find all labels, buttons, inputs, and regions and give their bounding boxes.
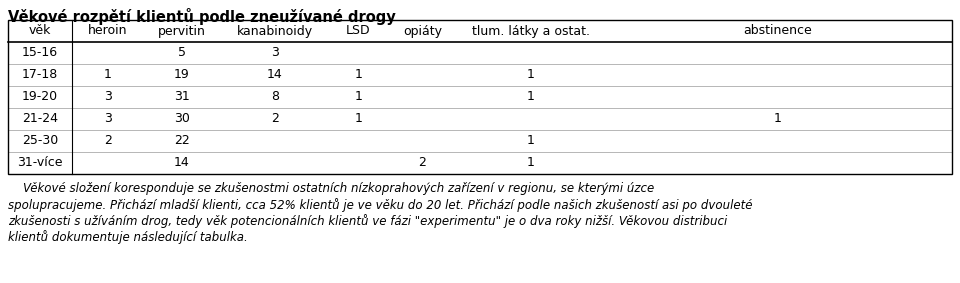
Text: klientů dokumentuje následující tabulka.: klientů dokumentuje následující tabulka. xyxy=(8,230,248,244)
Text: 31: 31 xyxy=(174,91,189,104)
Text: Věkové rozpětí klientů podle zneužívané drogy: Věkové rozpětí klientů podle zneužívané … xyxy=(8,8,396,25)
Text: 21-24: 21-24 xyxy=(22,113,59,125)
Text: 22: 22 xyxy=(174,134,189,147)
Text: 25-30: 25-30 xyxy=(22,134,59,147)
Text: abstinence: abstinence xyxy=(743,25,812,38)
Text: 19-20: 19-20 xyxy=(22,91,59,104)
Text: 14: 14 xyxy=(174,156,189,170)
Text: 2: 2 xyxy=(419,156,426,170)
Text: 1: 1 xyxy=(354,91,362,104)
Text: 3: 3 xyxy=(104,113,111,125)
Text: 17-18: 17-18 xyxy=(22,68,59,82)
Text: zkušenosti s užíváním drog, tedy věk potencionálních klientů ve fázi "experiment: zkušenosti s užíváním drog, tedy věk pot… xyxy=(8,214,728,228)
Text: 1: 1 xyxy=(527,156,535,170)
Bar xyxy=(8,20,952,174)
Text: tlum. látky a ostat.: tlum. látky a ostat. xyxy=(471,25,589,38)
Text: Věkové složení koresponduje se zkušenostmi ostatních nízkoprahových zařízení v r: Věkové složení koresponduje se zkušenost… xyxy=(8,182,655,195)
Text: 1: 1 xyxy=(104,68,111,82)
Text: věk: věk xyxy=(29,25,51,38)
Text: 2: 2 xyxy=(104,134,111,147)
Text: 1: 1 xyxy=(527,134,535,147)
Text: 8: 8 xyxy=(271,91,278,104)
Text: 14: 14 xyxy=(267,68,282,82)
Text: spolupracujeme. Přichází mladší klienti, cca 52% klientů je ve věku do 20 let. P: spolupracujeme. Přichází mladší klienti,… xyxy=(8,198,753,212)
Text: 1: 1 xyxy=(527,91,535,104)
Text: 3: 3 xyxy=(271,46,278,59)
Text: 5: 5 xyxy=(178,46,185,59)
Text: 31-více: 31-více xyxy=(17,156,62,170)
Text: 2: 2 xyxy=(271,113,278,125)
Text: pervitin: pervitin xyxy=(157,25,205,38)
Text: 1: 1 xyxy=(354,113,362,125)
Text: heroin: heroin xyxy=(88,25,128,38)
Text: 1: 1 xyxy=(774,113,781,125)
Text: opiáty: opiáty xyxy=(403,25,442,38)
Text: 1: 1 xyxy=(354,68,362,82)
Text: 15-16: 15-16 xyxy=(22,46,59,59)
Text: 30: 30 xyxy=(174,113,190,125)
Text: 3: 3 xyxy=(104,91,111,104)
Text: kanabinoidy: kanabinoidy xyxy=(236,25,313,38)
Text: LSD: LSD xyxy=(346,25,371,38)
Text: 19: 19 xyxy=(174,68,189,82)
Text: 1: 1 xyxy=(527,68,535,82)
